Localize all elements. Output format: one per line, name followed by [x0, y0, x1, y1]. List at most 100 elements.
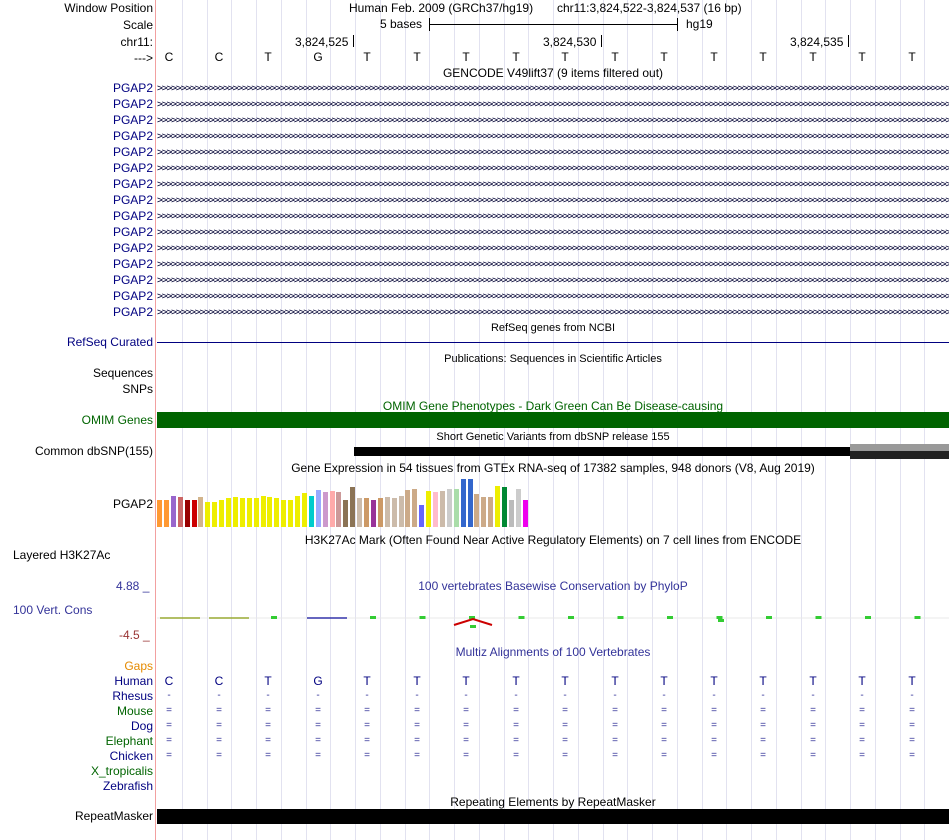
gencode-transcript[interactable]: >>>>>>>>>>>>>>>>>>>>>>>>>>>>>>>>>>>>>>>>…: [157, 99, 949, 110]
gencode-gene-label[interactable]: PGAP2: [112, 193, 153, 207]
gencode-gene-label[interactable]: PGAP2: [112, 305, 153, 319]
gtex-tissue-bar[interactable]: [522, 500, 528, 527]
gencode-transcript[interactable]: >>>>>>>>>>>>>>>>>>>>>>>>>>>>>>>>>>>>>>>>…: [157, 307, 949, 318]
gtex-tissue-bar[interactable]: [191, 500, 197, 527]
species-label[interactable]: Dog: [130, 719, 153, 733]
gtex-tissue-bar[interactable]: [364, 498, 369, 527]
gtex-tissue-bar[interactable]: [177, 497, 183, 527]
gencode-gene-label[interactable]: PGAP2: [112, 113, 153, 127]
gtex-tissue-bar[interactable]: [350, 487, 356, 527]
gtex-tissue-bar[interactable]: [508, 500, 514, 527]
gtex-tissue-bar[interactable]: [481, 497, 487, 527]
gtex-tissue-bar[interactable]: [515, 489, 521, 527]
gtex-label[interactable]: PGAP2: [112, 497, 153, 511]
gtex-tissue-bar[interactable]: [495, 486, 501, 527]
gtex-tissue-bar[interactable]: [212, 502, 218, 527]
gtex-tissue-bar[interactable]: [260, 496, 266, 527]
gencode-transcript[interactable]: >>>>>>>>>>>>>>>>>>>>>>>>>>>>>>>>>>>>>>>>…: [157, 131, 949, 142]
gtex-tissue-bar[interactable]: [398, 496, 404, 527]
gtex-tissue-bar[interactable]: [446, 489, 452, 527]
gencode-transcript[interactable]: >>>>>>>>>>>>>>>>>>>>>>>>>>>>>>>>>>>>>>>>…: [157, 163, 949, 174]
gencode-transcript[interactable]: >>>>>>>>>>>>>>>>>>>>>>>>>>>>>>>>>>>>>>>>…: [157, 243, 949, 254]
repeatmasker-feature[interactable]: [157, 809, 949, 824]
gtex-tissue-bar[interactable]: [474, 494, 480, 527]
gtex-tissue-bar[interactable]: [308, 496, 314, 527]
gtex-tissue-bar[interactable]: [426, 491, 432, 527]
omim-label[interactable]: OMIM Genes: [81, 413, 153, 427]
gtex-tissue-bar[interactable]: [198, 497, 204, 527]
gtex-tissue-bar[interactable]: [405, 490, 411, 527]
gtex-tissue-bar[interactable]: [170, 496, 176, 527]
gtex-tissue-bar[interactable]: [239, 498, 245, 527]
gtex-tissue-bar[interactable]: [205, 502, 211, 527]
gtex-tissue-bar[interactable]: [370, 500, 376, 527]
gtex-tissue-bar[interactable]: [163, 500, 169, 527]
gtex-tissue-bar[interactable]: [391, 498, 397, 527]
omim-feature[interactable]: [157, 412, 949, 428]
gtex-tissue-bar[interactable]: [460, 479, 466, 527]
gtex-tissue-bar[interactable]: [219, 500, 225, 527]
gtex-tissue-bar[interactable]: [288, 500, 294, 527]
refseq-label[interactable]: RefSeq Curated: [66, 335, 153, 349]
gencode-transcript[interactable]: >>>>>>>>>>>>>>>>>>>>>>>>>>>>>>>>>>>>>>>>…: [157, 275, 949, 286]
gencode-gene-label[interactable]: PGAP2: [112, 177, 153, 191]
gaps-label[interactable]: Gaps: [124, 659, 153, 673]
species-label[interactable]: Chicken: [109, 749, 153, 763]
gencode-gene-label[interactable]: PGAP2: [112, 289, 153, 303]
gencode-transcript[interactable]: >>>>>>>>>>>>>>>>>>>>>>>>>>>>>>>>>>>>>>>>…: [157, 259, 949, 270]
gencode-gene-label[interactable]: PGAP2: [112, 273, 153, 287]
gencode-gene-label[interactable]: PGAP2: [112, 209, 153, 223]
gencode-gene-label[interactable]: PGAP2: [112, 161, 153, 175]
species-label[interactable]: Rhesus: [112, 689, 153, 703]
gtex-tissue-bar[interactable]: [295, 496, 300, 527]
gtex-tissue-bar[interactable]: [322, 492, 328, 527]
gtex-tissue-bar[interactable]: [226, 498, 231, 527]
gencode-transcript[interactable]: >>>>>>>>>>>>>>>>>>>>>>>>>>>>>>>>>>>>>>>>…: [157, 211, 949, 222]
species-label[interactable]: Mouse: [116, 704, 153, 718]
gencode-transcript[interactable]: >>>>>>>>>>>>>>>>>>>>>>>>>>>>>>>>>>>>>>>>…: [157, 195, 949, 206]
gencode-transcript[interactable]: >>>>>>>>>>>>>>>>>>>>>>>>>>>>>>>>>>>>>>>>…: [157, 291, 949, 302]
gencode-gene-label[interactable]: PGAP2: [112, 225, 153, 239]
gtex-tissue-bar[interactable]: [343, 500, 349, 527]
gtex-tissue-bar[interactable]: [281, 500, 287, 527]
gtex-tissue-bar[interactable]: [157, 500, 162, 527]
gtex-tissue-bar[interactable]: [274, 498, 280, 527]
publications-sequences-label[interactable]: Sequences: [92, 366, 153, 380]
position-readout[interactable]: chr11:3,824,522-3,824,537 (16 bp): [557, 1, 742, 15]
gencode-transcript[interactable]: >>>>>>>>>>>>>>>>>>>>>>>>>>>>>>>>>>>>>>>>…: [157, 147, 949, 158]
gtex-tissue-bar[interactable]: [502, 487, 507, 527]
gtex-tissue-bar[interactable]: [184, 500, 190, 527]
gencode-gene-label[interactable]: PGAP2: [112, 81, 153, 95]
publications-snps-label[interactable]: SNPs: [122, 382, 153, 396]
gtex-tissue-bar[interactable]: [433, 492, 438, 527]
gencode-transcript[interactable]: >>>>>>>>>>>>>>>>>>>>>>>>>>>>>>>>>>>>>>>>…: [157, 115, 949, 126]
species-label[interactable]: Human: [114, 674, 153, 688]
gencode-gene-label[interactable]: PGAP2: [112, 241, 153, 255]
gencode-gene-label[interactable]: PGAP2: [112, 129, 153, 143]
dbsnp-label[interactable]: Common dbSNP(155): [34, 444, 153, 458]
species-label[interactable]: Zebrafish: [102, 779, 153, 793]
refseq-gene-line[interactable]: [157, 342, 949, 343]
gtex-tissue-bar[interactable]: [439, 491, 445, 527]
gtex-tissue-bar[interactable]: [246, 498, 252, 527]
gtex-tissue-bar[interactable]: [329, 491, 335, 527]
phylop-label[interactable]: 100 Vert. Cons: [13, 603, 93, 617]
species-label[interactable]: X_tropicalis: [90, 764, 153, 778]
repeatmasker-label[interactable]: RepeatMasker: [74, 809, 153, 823]
gtex-tissue-bar[interactable]: [336, 492, 342, 527]
gtex-tissue-bar[interactable]: [412, 489, 418, 527]
gtex-tissue-bar[interactable]: [253, 498, 259, 527]
gtex-tissue-bar[interactable]: [301, 493, 307, 527]
gtex-tissue-bar[interactable]: [419, 505, 425, 527]
gtex-tissue-bar[interactable]: [453, 489, 459, 527]
species-label[interactable]: Elephant: [105, 734, 153, 748]
gencode-transcript[interactable]: >>>>>>>>>>>>>>>>>>>>>>>>>>>>>>>>>>>>>>>>…: [157, 227, 949, 238]
gencode-gene-label[interactable]: PGAP2: [112, 257, 153, 271]
gtex-tissue-bar[interactable]: [488, 497, 494, 527]
gtex-tissue-bar[interactable]: [377, 498, 383, 527]
gencode-transcript[interactable]: >>>>>>>>>>>>>>>>>>>>>>>>>>>>>>>>>>>>>>>>…: [157, 83, 949, 94]
gtex-tissue-bar[interactable]: [357, 498, 363, 527]
phylop-graph[interactable]: [157, 600, 949, 634]
gencode-gene-label[interactable]: PGAP2: [112, 97, 153, 111]
